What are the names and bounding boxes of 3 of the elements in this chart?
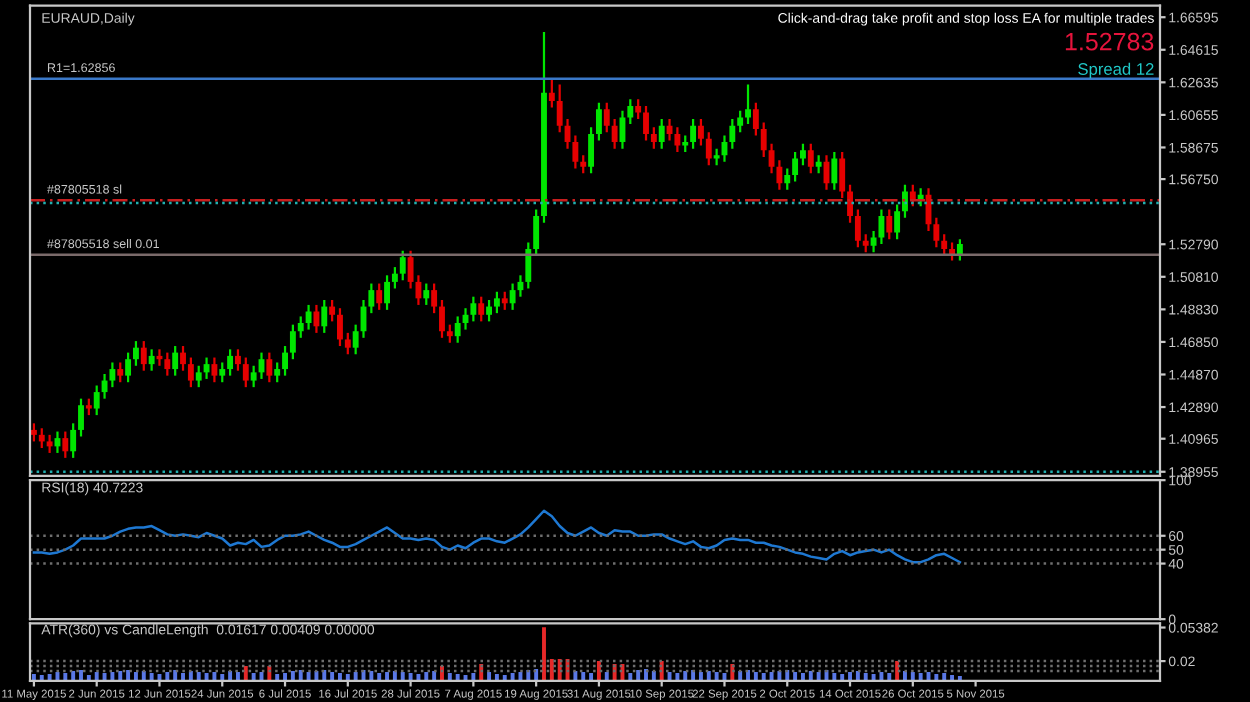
annotation: 1.52783 [1065,32,1154,51]
line-series [32,509,962,564]
annotation: Spread 12 [1078,62,1154,79]
